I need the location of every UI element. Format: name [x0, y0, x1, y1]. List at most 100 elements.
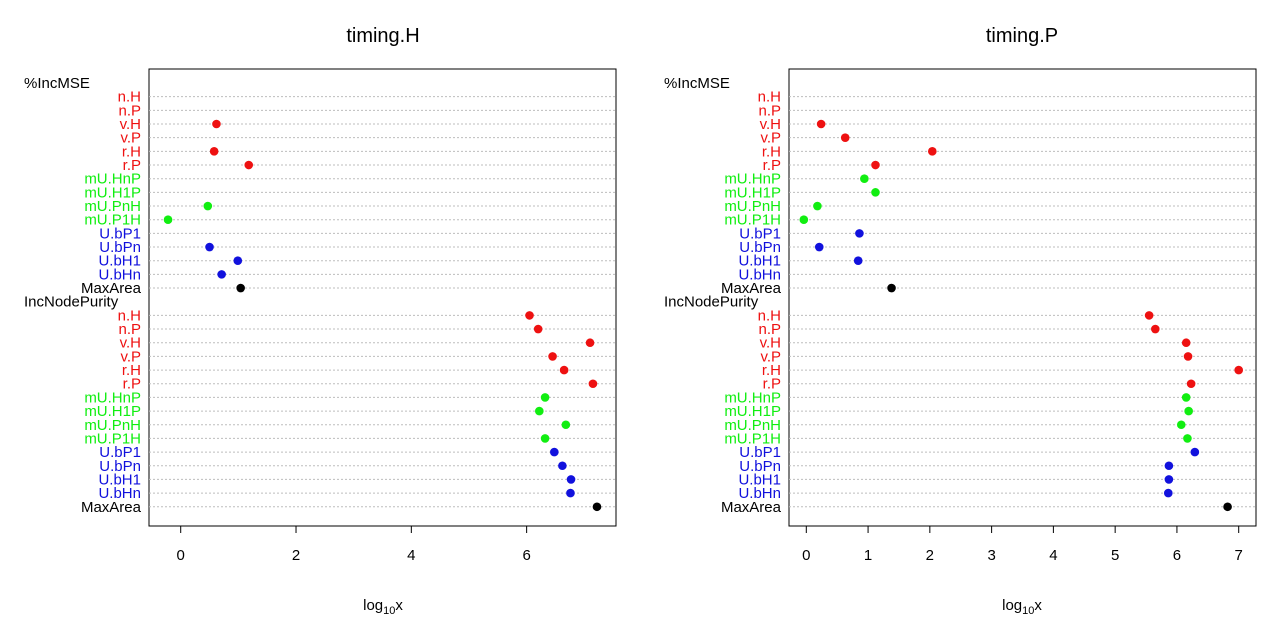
point-r-p — [871, 160, 880, 170]
row-label-v-p: v.P — [760, 130, 781, 147]
x-tick-label: 6 — [1173, 547, 1181, 564]
row-label-u-bh1: U.bH1 — [738, 471, 781, 488]
point-u-bhn — [1163, 488, 1173, 498]
row-label-r-h: r.H — [762, 143, 781, 160]
point-r-h — [1234, 365, 1244, 375]
row-label-r-p: r.P — [763, 376, 781, 393]
point-u-bhn — [217, 270, 226, 279]
row-label-r-h: r.H — [122, 362, 141, 379]
x-axis: 0 1 2 3 4 5 6 7 — [802, 526, 1243, 564]
x-tick-label: 6 — [522, 547, 530, 564]
row-label-mu-pnh: mU.PnH — [84, 198, 141, 215]
point-n-h — [1144, 311, 1154, 320]
row-label-mu-pnh: mU.PnH — [84, 417, 141, 434]
row-label-u-bhn: U.bHn — [98, 266, 141, 283]
row-label-u-bpn: U.bPn — [99, 239, 141, 256]
point-u-bh1 — [233, 256, 243, 266]
row-label-n-p: n.P — [118, 102, 141, 119]
x-tick-label: 3 — [987, 547, 995, 564]
point-mu-p1h — [799, 215, 809, 224]
point-u-bpn — [205, 242, 214, 252]
point-mu-hnp — [1181, 393, 1191, 402]
row-label-u-bpn: U.bPn — [739, 458, 781, 475]
row-label-n-h: n.H — [758, 89, 781, 106]
row-label-u-bp1: U.bP1 — [99, 225, 141, 242]
point-mu-h1p — [535, 406, 544, 416]
chart-title: timing.H — [346, 25, 419, 47]
panel-timing-p: timing.P %IncMSEn.Hn.Pv.Hv.Pr.Hr.PmU.HnP… — [664, 25, 1257, 617]
point-u-bh1 — [853, 256, 863, 266]
point-mu-p1h — [540, 434, 550, 443]
point-mu-pnh — [813, 201, 822, 211]
panel-timing-h: timing.H %IncMSEn.Hn.Pv.Hv.Pr.Hr.PmU.HnP… — [24, 25, 617, 617]
point-v-h — [1181, 338, 1191, 348]
x-tick-label: 2 — [926, 547, 934, 564]
point-u-bpn — [814, 242, 824, 252]
plot-frame — [148, 68, 617, 527]
point-v-h — [816, 119, 826, 129]
point-mu-pnh — [561, 420, 571, 430]
point-v-h — [585, 338, 595, 348]
row-label-maxarea: MaxArea — [81, 499, 142, 516]
row-label-n-h: n.H — [118, 89, 141, 106]
row-label-mu-hnp: mU.HnP — [84, 171, 141, 188]
x-axis: 0 2 4 6 — [177, 526, 531, 564]
gridlines — [789, 96, 1256, 508]
point-mu-p1h — [163, 215, 173, 224]
row-label-u-bp1: U.bP1 — [739, 444, 781, 461]
row-label-mu-p1h: mU.P1H — [84, 212, 141, 229]
x-tick-label: 7 — [1235, 547, 1243, 564]
row-label-u-bpn: U.bPn — [739, 239, 781, 256]
row-label-r-h: r.H — [122, 143, 141, 160]
point-mu-h1p — [871, 188, 880, 197]
point-v-p — [840, 133, 850, 142]
point-u-bp1 — [550, 447, 559, 457]
row-label-u-bh1: U.bH1 — [738, 253, 781, 270]
row-label-incnodepurity: IncNodePurity — [24, 294, 119, 311]
x-tick-label: 5 — [1111, 547, 1119, 564]
point-r-h — [559, 365, 569, 375]
row-label-mu-h1p: mU.H1P — [724, 403, 781, 420]
row-label-mu-h1p: mU.H1P — [84, 184, 141, 201]
row-label-v-h: v.H — [760, 335, 781, 352]
point-mu-p1h — [1183, 434, 1192, 443]
row-label-v-p: v.P — [120, 130, 141, 147]
row-labels: %IncMSEn.Hn.Pv.Hv.Pr.Hr.PmU.HnPmU.H1PmU.… — [664, 75, 782, 516]
row-label-n-p: n.P — [758, 102, 781, 119]
point-r-p — [244, 160, 254, 170]
row-label-u-bhn: U.bHn — [738, 266, 781, 283]
row-label-u-bp1: U.bP1 — [739, 225, 781, 242]
row-label-r-p: r.P — [123, 157, 141, 174]
point-n-p — [533, 324, 543, 334]
row-label-incnodepurity: IncNodePurity — [664, 294, 759, 311]
point-maxarea — [592, 502, 602, 512]
x-tick-label: 0 — [177, 547, 185, 564]
point-mu-h1p — [1184, 406, 1193, 416]
point-n-h — [525, 311, 534, 320]
point-r-h — [209, 147, 219, 156]
point-r-p — [1186, 379, 1196, 389]
gridlines — [149, 96, 616, 508]
row-label-u-bp1: U.bP1 — [99, 444, 141, 461]
row-labels: %IncMSEn.Hn.Pv.Hv.Pr.Hr.PmU.HnPmU.H1PmU.… — [24, 75, 142, 516]
plot-frame — [788, 68, 1257, 527]
point-mu-pnh — [1176, 420, 1186, 430]
row-label-v-h: v.H — [120, 116, 141, 133]
point-maxarea — [1223, 502, 1232, 512]
row-label-mu-hnp: mU.HnP — [724, 171, 781, 188]
row-label-mu-pnh: mU.PnH — [724, 417, 781, 434]
row-label-maxarea: MaxArea — [81, 280, 142, 297]
row-label-r-p: r.P — [763, 157, 781, 174]
point-u-bhn — [566, 488, 575, 498]
row-label-v-h: v.H — [120, 335, 141, 352]
row-label-u-bh1: U.bH1 — [98, 253, 141, 270]
x-tick-label: 4 — [407, 547, 415, 564]
row-label-mu-h1p: mU.H1P — [84, 403, 141, 420]
row-label-mu-p1h: mU.P1H — [84, 430, 141, 447]
point-v-h — [212, 119, 221, 129]
point-n-p — [1151, 324, 1160, 334]
row-label-mu-p1h: mU.P1H — [724, 212, 781, 229]
row-label-maxarea: MaxArea — [721, 499, 782, 516]
row-label-u-bhn: U.bHn — [738, 485, 781, 502]
